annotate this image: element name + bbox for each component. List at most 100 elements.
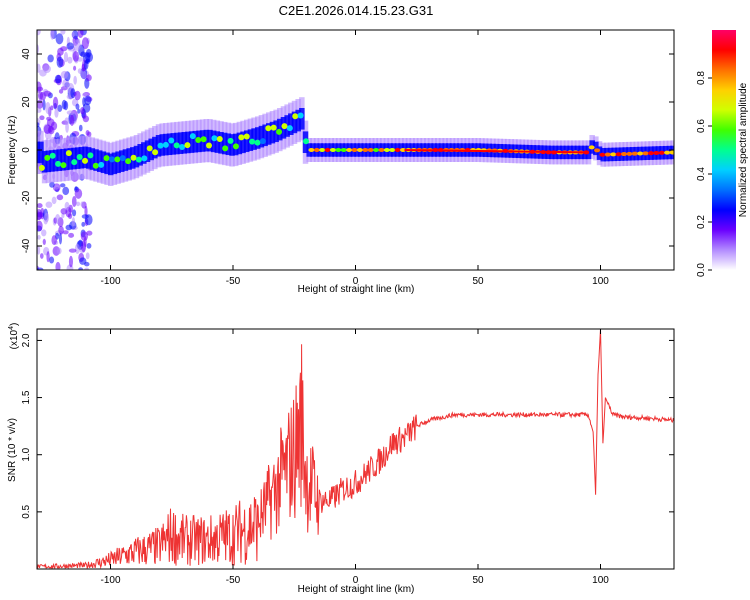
ridge-band <box>251 128 257 150</box>
noise-blob <box>37 44 40 54</box>
ridge-cell <box>238 134 245 141</box>
y-tick-label: 0.5 <box>21 504 32 518</box>
spectrogram-ylabel: Frequency (Hz) <box>7 116 18 185</box>
snr-series-line <box>37 329 674 569</box>
noise-blob <box>45 102 51 114</box>
ridge-cell <box>152 149 159 156</box>
ridge-cell <box>146 145 153 152</box>
ridge-band <box>108 153 114 176</box>
noise-blob <box>81 37 89 50</box>
ridge-cell <box>98 161 105 168</box>
ridge-band <box>177 132 184 154</box>
ridge-cell <box>313 148 320 152</box>
noise-blob <box>72 51 80 62</box>
ridge-cell <box>205 142 212 149</box>
noise-blob <box>69 114 75 127</box>
noise-blob <box>73 75 77 85</box>
x-tick-label: 100 <box>592 276 609 287</box>
ridge-band <box>104 152 110 175</box>
noise-blob <box>57 104 63 112</box>
noise-blob <box>56 56 64 68</box>
ridge-cell <box>637 151 644 156</box>
ridge-cell <box>141 155 148 162</box>
ridge-cell <box>114 156 121 163</box>
noise-blob <box>81 240 87 253</box>
noise-blob <box>60 30 66 35</box>
snr-xlabel: Height of straight line (km) <box>298 584 415 595</box>
ridge-band <box>170 133 176 155</box>
ridge-cell <box>87 152 94 159</box>
noise-blob <box>71 196 77 207</box>
ridge-cell <box>594 148 601 153</box>
noise-blob <box>81 221 86 227</box>
noise-blob <box>51 196 57 205</box>
noise-blob <box>58 225 64 235</box>
ridge-band <box>295 109 301 132</box>
noise-blob <box>49 256 55 264</box>
ridge-cell <box>303 138 310 145</box>
spectrogram-x-ticks: -100 -50 0 50 100 <box>100 30 609 287</box>
ridge-cell <box>254 139 261 146</box>
noise-blob <box>46 251 50 263</box>
ridge-band <box>192 130 199 153</box>
ridge-cell <box>189 133 196 140</box>
ridge-band <box>63 148 70 171</box>
snr-panel: -100 -50 0 50 100 0.5 1.0 1.5 2.0 Height of str… <box>7 323 675 595</box>
snr-ylabel: SNR (10 * v/v) <box>7 418 18 482</box>
y-tick-label: 1.0 <box>21 447 32 461</box>
ridge-band <box>56 149 63 171</box>
ridge-band <box>119 150 125 172</box>
colorbar-tick-label: 0.0 <box>696 263 707 277</box>
ridge-cell <box>162 141 169 148</box>
y-tick-label: 40 <box>21 48 32 60</box>
ridge-cell <box>383 148 390 152</box>
noise-blob <box>73 65 77 71</box>
x-tick-label: -50 <box>226 276 241 287</box>
colorbar-ticks: 0.0 0.2 0.4 0.6 0.8 <box>696 71 712 277</box>
noise-blob <box>84 214 93 226</box>
noise-blob <box>85 129 90 136</box>
ridge-cell <box>346 148 353 152</box>
noise-blob <box>58 89 64 94</box>
ridge-cell <box>297 112 304 119</box>
ridge-cell <box>65 150 72 157</box>
ridge-band <box>52 149 59 172</box>
colorbar-tick-label: 0.4 <box>696 167 707 181</box>
noise-blob <box>37 235 41 240</box>
noise-blob <box>39 69 47 77</box>
x-tick-label: 50 <box>472 575 484 586</box>
noise-blob <box>50 30 55 40</box>
ridge-cell <box>259 138 266 145</box>
noise-blob <box>85 252 90 260</box>
noise-blob <box>74 188 83 199</box>
ridge-cell <box>119 155 126 162</box>
chart-title: C2E1.2026.014.15.23.G31 <box>279 3 434 18</box>
ridge-cell <box>292 113 299 120</box>
ridge-band <box>141 142 147 164</box>
noise-blob <box>63 51 69 63</box>
ridge-cell <box>389 148 396 152</box>
x-tick-label: 0 <box>353 276 359 287</box>
noise-blob <box>72 39 81 51</box>
ridge-band <box>85 147 92 169</box>
ridge-band <box>93 149 99 171</box>
ridge-cell <box>270 124 277 131</box>
ridge-cell <box>631 151 638 156</box>
noise-blob <box>80 70 87 79</box>
noise-blob <box>84 205 88 217</box>
ridge-band <box>596 146 603 160</box>
ridge-band <box>41 150 48 173</box>
noise-blob <box>37 86 44 92</box>
ridge-band <box>269 121 276 144</box>
noise-blob <box>70 88 76 99</box>
ridge-band <box>236 132 243 155</box>
noise-blob <box>37 108 42 113</box>
ridge-cell <box>184 142 191 149</box>
noise-blob <box>50 105 54 111</box>
noise-blob <box>60 46 68 52</box>
noise-blob <box>83 60 89 70</box>
x-tick-label: -100 <box>100 575 120 586</box>
noise-blob <box>43 90 52 97</box>
noise-blob <box>37 220 43 232</box>
